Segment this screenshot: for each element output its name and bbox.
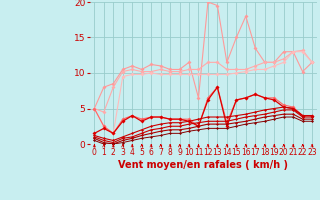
X-axis label: Vent moyen/en rafales ( km/h ): Vent moyen/en rafales ( km/h ) xyxy=(118,160,288,170)
